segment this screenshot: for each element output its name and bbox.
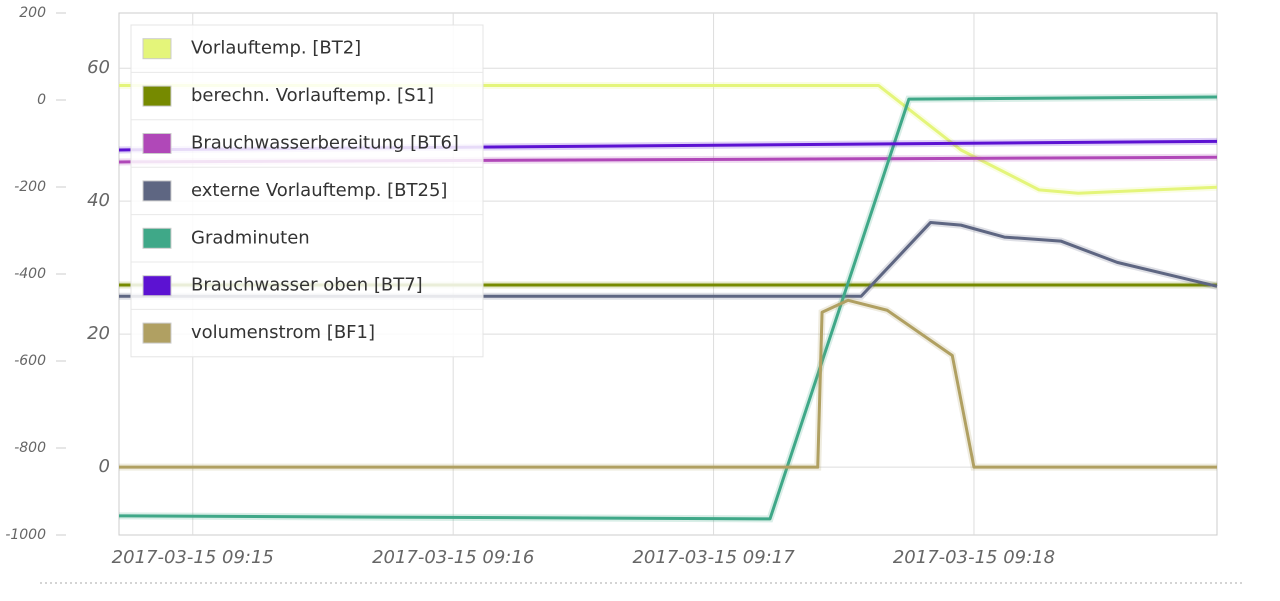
legend-swatch: [142, 38, 172, 60]
legend-swatch: [142, 275, 172, 297]
legend: Vorlauftemp. [BT2] berechn. Vorlauftemp. …: [130, 24, 484, 358]
y2-tick-label: -200: [14, 179, 46, 195]
x-tick-label: 2017-03-15 09:17: [632, 547, 795, 568]
y2-tick-label: 200: [19, 5, 46, 21]
y-tick-label: 40: [87, 190, 110, 211]
legend-label: Brauchwasser oben [BT7]: [191, 275, 423, 296]
series-line: [119, 83, 1218, 195]
legend-label: berechn. Vorlauftemp. [S1]: [191, 85, 434, 106]
y2-tick-label: -600: [14, 353, 46, 369]
legend-swatch: [142, 322, 172, 344]
y2-tick-label: -800: [14, 440, 46, 456]
legend-label: Gradminuten: [191, 227, 310, 248]
y2-tick-label: -400: [14, 266, 46, 282]
legend-swatch: [142, 180, 172, 202]
legend-label: Brauchwasserbereitung [BT6]: [191, 133, 459, 154]
legend-box: [130, 24, 484, 358]
x-tick-label: 2017-03-15 09:15: [112, 547, 274, 568]
series-line: [118, 95, 1218, 521]
y-tick-label: 20: [87, 323, 110, 344]
y-tick-label: 60: [87, 57, 110, 78]
legend-label: Vorlauftemp. [BT2]: [191, 38, 361, 59]
legend-swatch: [142, 133, 172, 154]
legend-swatch: [142, 85, 172, 107]
legend-swatch: [142, 227, 172, 249]
series-line: [119, 298, 1217, 469]
y2-tick-label: 0: [37, 92, 46, 108]
series-line: [119, 220, 1218, 298]
plot-frame: [118, 12, 1218, 536]
y-tick-label: 0: [99, 456, 110, 477]
x-tick-label: 2017-03-15 09:18: [893, 547, 1055, 568]
x-tick-label: 2017-03-15 09:16: [372, 547, 534, 568]
y2-tick-label: -1000: [5, 527, 46, 543]
legend-label: externe Vorlauftemp. [BT25]: [191, 180, 447, 201]
legend-label: volumenstrom [BF1]: [191, 322, 375, 343]
